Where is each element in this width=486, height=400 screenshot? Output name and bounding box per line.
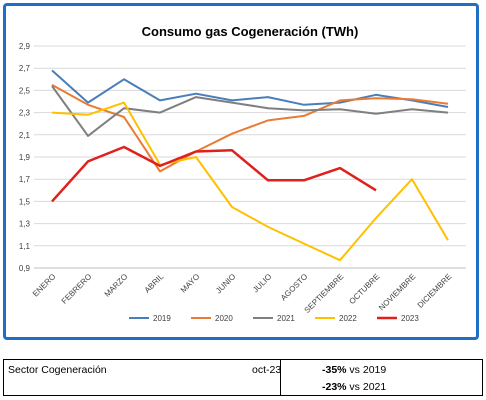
chart-frame: Consumo gas Cogeneración (TWh) 0,9 1,1 1,3… xyxy=(3,3,479,340)
series-line-2022 xyxy=(51,101,449,262)
legend-label: 2019 xyxy=(153,314,171,323)
y-tick-label: 2,5 xyxy=(19,86,31,95)
comparison-text: vs 2021 xyxy=(346,381,387,393)
summary-table: Sector Cogeneración oct-23 -35% vs 2019 … xyxy=(3,359,483,396)
legend-label: 2020 xyxy=(215,314,233,323)
comparison-percent: -35% xyxy=(322,364,347,376)
y-tick-label: 1,7 xyxy=(19,175,31,184)
table-divider xyxy=(280,360,281,395)
period-label: oct-23 xyxy=(252,364,282,376)
comparison-row: -35% vs 2019 xyxy=(322,364,386,376)
legend-label: 2022 xyxy=(339,314,357,323)
x-tick-label: MARZO xyxy=(103,272,130,299)
series-line-2020 xyxy=(51,84,449,173)
series-line-2019 xyxy=(51,69,449,108)
y-tick-label: 0,9 xyxy=(19,264,31,273)
x-tick-label: ABRIL xyxy=(143,272,166,295)
y-tick-label: 2,7 xyxy=(19,64,31,73)
x-tick-label: ENERO xyxy=(31,272,57,298)
x-tick-label: JUNIO xyxy=(214,272,237,295)
y-tick-label: 1,1 xyxy=(19,242,31,251)
y-tick-label: 1,3 xyxy=(19,220,31,229)
series-line-2023 xyxy=(51,145,377,203)
comparison-text: vs 2019 xyxy=(346,364,387,376)
x-tick-label: AGOSTO xyxy=(279,272,309,302)
x-tick-label: JULIO xyxy=(251,272,273,294)
comparison-row: -23% vs 2021 xyxy=(322,381,386,393)
y-tick-label: 2,9 xyxy=(19,42,31,51)
x-tick-label: MAYO xyxy=(179,272,202,295)
comparison-percent: -23% xyxy=(322,381,347,393)
legend-label: 2023 xyxy=(401,314,419,323)
legend-label: 2021 xyxy=(277,314,295,323)
y-tick-label: 2,3 xyxy=(19,109,31,118)
x-tick-label: FEBRERO xyxy=(60,272,94,306)
chart-title: Consumo gas Cogeneración (TWh) xyxy=(142,24,359,39)
y-tick-label: 1,5 xyxy=(19,197,31,206)
line-chart: Consumo gas Cogeneración (TWh) 0,9 1,1 1,3… xyxy=(19,24,466,323)
y-tick-label: 2,1 xyxy=(19,131,31,140)
y-tick-label: 1,9 xyxy=(19,153,31,162)
x-tick-label: NOVIEMBRE xyxy=(377,272,417,312)
series-line-2021 xyxy=(51,85,449,137)
sector-label: Sector Cogeneración xyxy=(8,364,107,376)
x-tick-label: DICIEMBRE xyxy=(416,272,454,310)
x-tick-label: OCTUBRE xyxy=(347,272,381,306)
